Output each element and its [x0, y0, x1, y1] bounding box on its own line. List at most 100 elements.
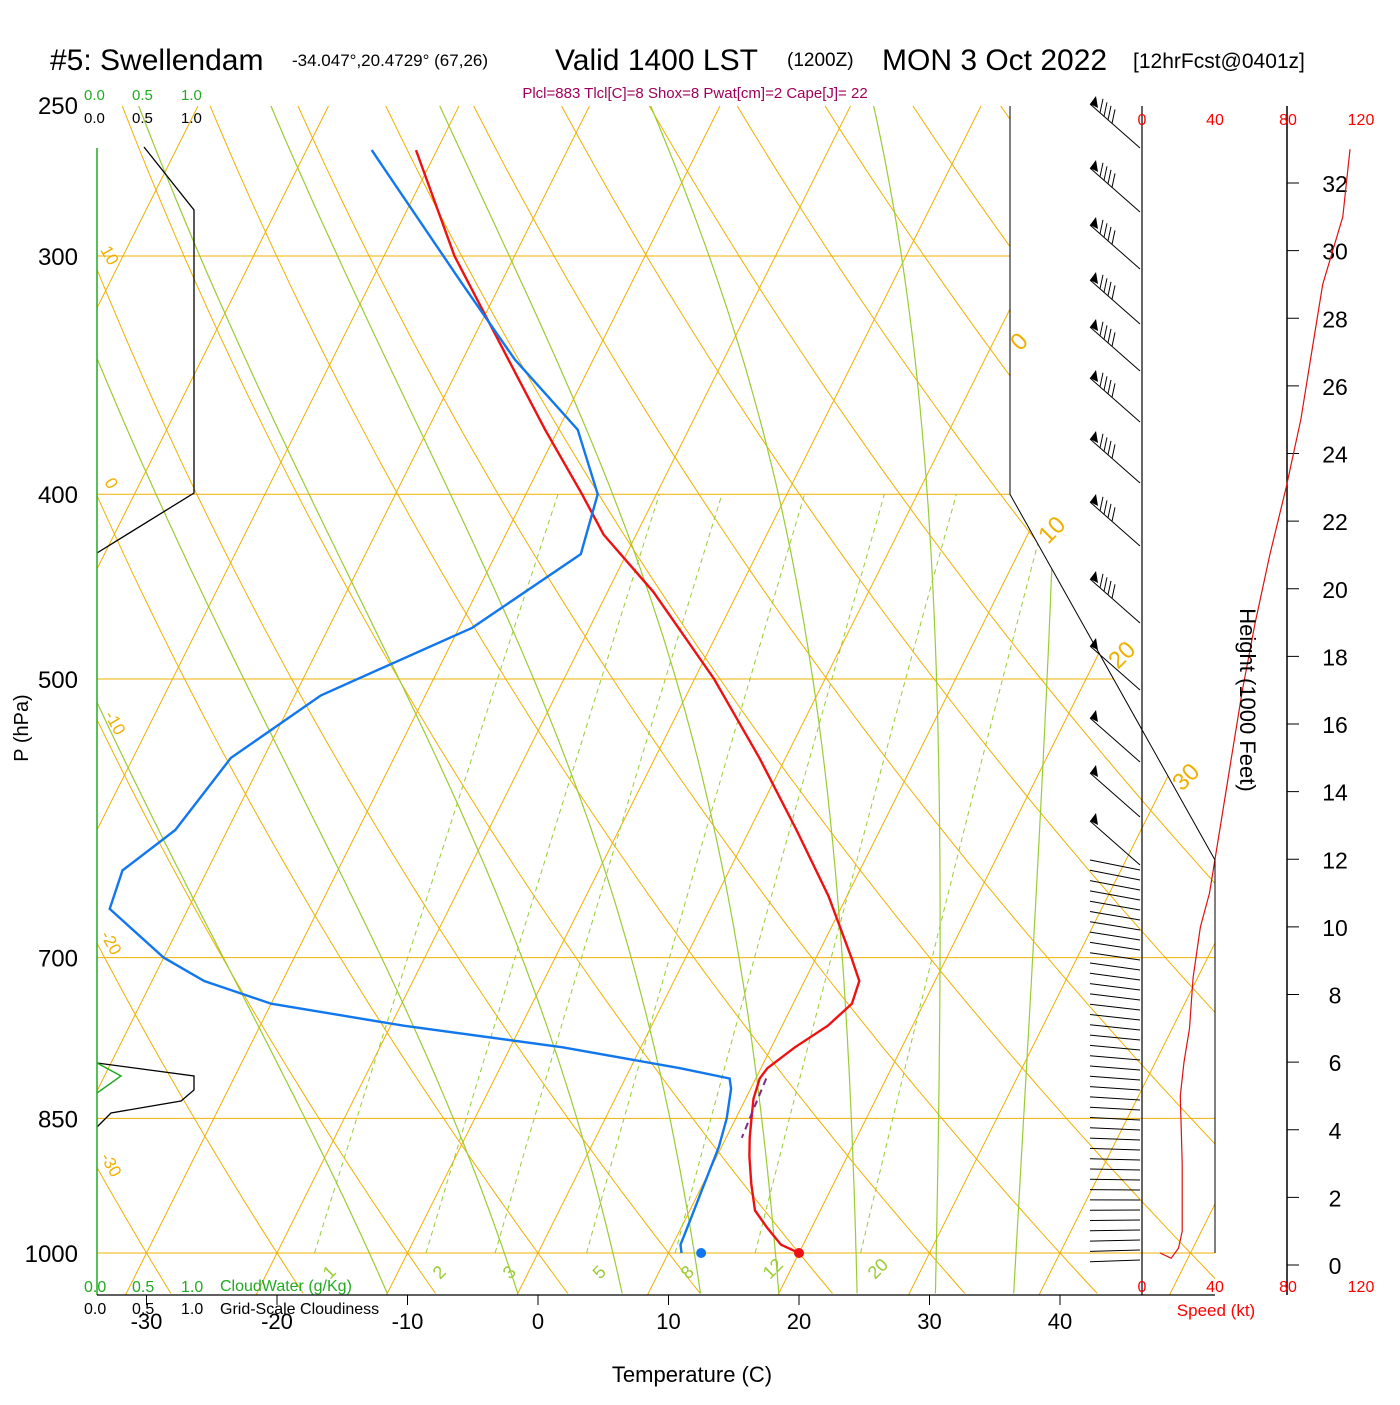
- wind-barb-feather: [1100, 497, 1103, 511]
- dry-adiabat: [0, 71, 171, 1293]
- mixing-ratio-line: [426, 494, 659, 1253]
- wind-barb-pennant: [1090, 813, 1098, 825]
- wind-barb-feather: [1108, 504, 1111, 518]
- wind-barb-feather: [1104, 577, 1107, 591]
- wind-barb-lower: [1090, 912, 1140, 921]
- station-title: #5: Swellendam: [50, 44, 263, 77]
- wind-barb-feather: [1112, 285, 1115, 299]
- mixing-ratio-label: 8: [677, 1262, 698, 1283]
- wind-barb-feather: [1112, 230, 1115, 244]
- isotherm: [778, 106, 1373, 1295]
- wind-barb-feather: [1104, 500, 1107, 514]
- wind-barb-lower: [1090, 1148, 1140, 1150]
- wind-barb-feather: [1100, 275, 1103, 289]
- cloudiness-tick-1: 0.5: [132, 110, 153, 127]
- cloudiness-label: Grid-Scale Cloudiness: [220, 1301, 379, 1318]
- height-tick-label: 2: [1329, 1185, 1342, 1211]
- wind-barb-feather: [1112, 444, 1115, 458]
- wind-barb-lower: [1090, 1076, 1140, 1080]
- wind-barb-feather: [1100, 322, 1103, 336]
- cloudwater-tick-0: 0.0: [84, 87, 105, 104]
- wind-barb-feather: [1108, 282, 1111, 296]
- isotherm: [387, 106, 982, 1295]
- wind-barb-feather: [1112, 109, 1115, 123]
- wind-barb-feather: [1104, 376, 1107, 390]
- isotherm-label: 0: [101, 475, 122, 493]
- wind-barb-feather: [1112, 383, 1115, 397]
- surface-temperature-dot: [794, 1248, 804, 1258]
- x-tick-label: 40: [1048, 1309, 1072, 1334]
- wind-barb-lower: [1090, 1230, 1140, 1231]
- wind-barb-feather: [1104, 102, 1107, 116]
- cloudiness-tick-0: 0.0: [84, 110, 105, 127]
- height-tick-label: 4: [1329, 1118, 1342, 1144]
- mixing-ratio-label: 2: [429, 1262, 450, 1283]
- pressure-label: 700: [38, 946, 78, 973]
- moist-adiabat: [1014, 105, 1060, 1293]
- height-tick-label: 12: [1322, 847, 1348, 873]
- wind-barb-lower: [1090, 870, 1140, 880]
- wind-barb-lower: [1090, 922, 1140, 930]
- wind-barb-feather: [1108, 329, 1111, 343]
- dry-adiabat: [196, 71, 965, 1293]
- wind-barb-feather: [1104, 166, 1107, 180]
- isotherm: [1039, 106, 1400, 1295]
- wind-barb-feather: [1100, 99, 1103, 113]
- wind-barb-pennant: [1090, 272, 1098, 284]
- wind-barb-lower: [1090, 984, 1140, 990]
- wind-barb-lower: [1090, 1169, 1140, 1170]
- wind-barb-lower: [1090, 942, 1140, 950]
- wind-barb-pennant: [1090, 370, 1098, 382]
- wind-barb-feather: [1100, 163, 1103, 177]
- isotherm: [517, 106, 1112, 1295]
- wind-barb-feather: [1108, 227, 1111, 241]
- wind-barb-feather: [1104, 278, 1107, 292]
- station-coords: -34.047°,20.4729° (67,26): [292, 51, 488, 70]
- wind-barb-staff: [1090, 718, 1140, 762]
- cloudiness-tick-1-bottom: 0.5: [132, 1301, 154, 1318]
- grid-layer: [0, 71, 1400, 1295]
- wind-barb-lower: [1090, 1250, 1140, 1251]
- x-tick-label: -10: [392, 1309, 424, 1334]
- height-tick-label: 24: [1322, 442, 1348, 468]
- pressure-label: 500: [38, 667, 78, 694]
- cloudwater-tick-1-bottom: 0.5: [132, 1279, 154, 1296]
- profiles-layer: [110, 150, 860, 1258]
- dewpoint-line: [110, 150, 731, 1253]
- dry-adiabat: [1064, 71, 1400, 1293]
- speed-tick-top: 120: [1348, 112, 1375, 129]
- moist-adiabat: [1, 105, 517, 1293]
- wind-barb-lower: [1090, 1138, 1140, 1140]
- height-tick-label: 26: [1322, 374, 1348, 400]
- height-tick-label: 6: [1329, 1050, 1342, 1076]
- wind-barb-staff: [1090, 773, 1140, 817]
- zulu-time: (1200Z): [787, 50, 854, 71]
- speed-tick-bottom: 120: [1348, 1279, 1375, 1296]
- height-tick-label: 8: [1329, 983, 1342, 1009]
- cloudwater-tick-2-bottom: 1.0: [181, 1279, 203, 1296]
- wind-barb-feather: [1100, 574, 1103, 588]
- wind-barb-pennant: [1090, 571, 1098, 583]
- y-axis-title: P (hPa): [11, 694, 33, 761]
- wind-barb-lower: [1090, 994, 1140, 1000]
- pressure-label: 400: [38, 482, 78, 509]
- wind-barb-feather: [1104, 437, 1107, 451]
- speed-tick-bottom: 40: [1206, 1279, 1224, 1296]
- height-tick-label: 20: [1322, 577, 1348, 603]
- wind-barb-lower: [1090, 973, 1140, 980]
- wind-barb-feather: [1100, 373, 1103, 387]
- wind-barb-feather: [1112, 507, 1115, 521]
- wind-barb-feather: [1100, 434, 1103, 448]
- wind-barb-feather: [1108, 170, 1111, 184]
- isotherm-label: -20: [97, 928, 126, 959]
- dry-adiabat: [456, 71, 1362, 1293]
- dry-adiabat: [717, 71, 1400, 1293]
- wind-barb-pennant: [1090, 494, 1098, 506]
- mixing-ratio-label: 3: [499, 1262, 520, 1283]
- wind-barb-feather: [1112, 173, 1115, 187]
- surface-dewpoint-dot: [696, 1248, 706, 1258]
- mixing-ratio-label: 20: [864, 1255, 892, 1283]
- pressure-label: 850: [38, 1106, 78, 1133]
- cloudwater-label: CloudWater (g/Kg): [220, 1278, 352, 1295]
